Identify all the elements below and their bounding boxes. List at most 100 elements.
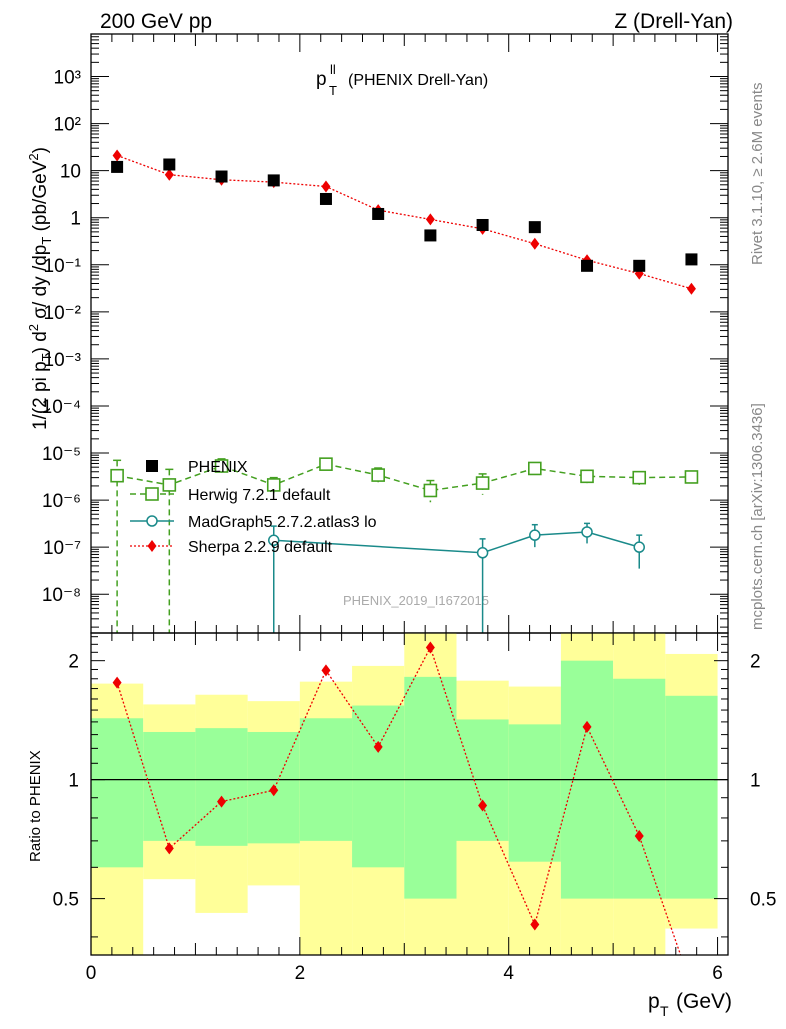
y-tick-label: 10³	[54, 68, 81, 89]
y-tick-label: 10⁻⁶	[42, 491, 81, 512]
phenix-point	[372, 207, 385, 220]
band-inner-bin	[613, 678, 666, 899]
madgraph-point	[581, 526, 593, 538]
herwig-series	[110, 457, 699, 633]
ratio-y-tick-label: 2	[68, 652, 79, 673]
herwig-point	[580, 469, 594, 484]
madgraph-series	[267, 522, 645, 633]
phenix-point	[424, 229, 437, 242]
main-plot-area	[110, 149, 699, 633]
phenix-point	[111, 160, 124, 173]
main-panel: 10⁻⁸ 10⁻⁷ 10⁻⁶ 10⁻⁵ 10⁻⁴ 10⁻³ 10⁻² 10⁻¹ 1 10 10² 10…	[42, 33, 729, 634]
ratio-panel: 0.5 0.5 1 1 2 2 0 2 4 6	[53, 632, 776, 984]
band-inner-bin	[352, 705, 405, 868]
phenix-point	[685, 253, 698, 266]
x-tick-label: 0	[86, 963, 97, 984]
ratio-y-tick-label: 0.5	[53, 890, 79, 911]
x-tick-label: 6	[712, 963, 723, 984]
sherpa-point	[686, 282, 696, 295]
ratio-y-tick-label: 1	[750, 771, 761, 792]
sherpa-ratio-point	[373, 740, 383, 753]
sherpa-ratio-point	[634, 830, 644, 843]
phenix-point	[319, 192, 332, 205]
sherpa-ratio	[112, 641, 682, 955]
band-inner-bin	[195, 728, 248, 846]
phenix-point	[633, 259, 646, 272]
legend-label: Sherpa 2.2.9 default	[188, 539, 333, 556]
x-axis-title-p: p	[648, 990, 660, 1013]
sherpa-ratio-point	[269, 784, 279, 797]
y-tick-label: 1	[70, 209, 81, 230]
legend-herwig-marker	[145, 487, 159, 501]
y-tick-label: 10⁻⁷	[43, 538, 81, 559]
ratio-y-axis-label: Ratio to PHENIX	[27, 750, 44, 862]
x-tick-label: 4	[503, 963, 514, 984]
herwig-point	[475, 476, 490, 490]
observable-title-main: p	[316, 69, 327, 90]
rivet-version-label: Rivet 3.1.10, ≥ 2.6M events	[749, 83, 766, 266]
legend-phenix-marker	[146, 460, 158, 472]
sherpa-point	[321, 180, 331, 193]
band-inner-bin	[91, 718, 144, 868]
herwig-point	[266, 478, 281, 492]
sherpa-ratio-line	[116, 645, 682, 955]
observable-title-sub: T	[329, 83, 337, 98]
band-inner-bin	[143, 731, 196, 841]
band-inner-bin	[665, 695, 718, 899]
x-axis-title-sub: T	[660, 1003, 669, 1019]
y-tick-label: 10⁻⁴	[42, 397, 81, 418]
phenix-point	[215, 170, 228, 183]
phenix-point	[476, 218, 489, 231]
herwig-point	[162, 478, 177, 492]
observable-title: p ll T (PHENIX Drell-Yan)	[316, 62, 488, 98]
herwig-point	[319, 457, 333, 471]
sherpa-ratio-point	[321, 664, 331, 677]
mcplots-label: mcplots.cern.ch [arXiv:1306.3436]	[749, 403, 766, 630]
herwig-point	[423, 483, 438, 498]
observable-title-sup: ll	[330, 62, 336, 77]
phenix-point	[163, 158, 176, 171]
sherpa-ratio-point	[164, 842, 174, 855]
madgraph-point	[267, 534, 280, 547]
sherpa-point	[112, 149, 122, 162]
ratio-y-tick-label: 0.5	[750, 890, 776, 911]
y-tick-label: 10²	[54, 115, 81, 136]
ratio-y-tick-label: 1	[68, 771, 79, 792]
y-tick-label: 10⁻³	[44, 350, 82, 371]
legend-label: Herwig 7.2.1 default	[188, 487, 331, 504]
sherpa-ratio-point	[530, 918, 540, 931]
x-tick-label: 2	[295, 963, 306, 984]
analysis-id-label: PHENIX_2019_I1672015	[343, 593, 489, 608]
herwig-point	[371, 468, 385, 482]
x-axis-title: p T (GeV)	[648, 990, 732, 1019]
phenix-series	[111, 158, 698, 272]
main-y-axis-label: 1/(2 pi pT) d2 σ/ dy /dpT (pb/GeV2)	[26, 147, 54, 430]
legend-sherpa-marker	[147, 540, 157, 552]
legend-label: PHENIX	[188, 459, 248, 476]
herwig-point	[684, 470, 699, 484]
herwig-point	[528, 461, 542, 476]
y-tick-label: 10⁻¹	[44, 256, 82, 277]
sherpa-line	[116, 154, 692, 290]
energy-label: 200 GeV pp	[100, 10, 212, 33]
sherpa-ratio-point	[582, 720, 592, 733]
band-inner-bin	[508, 724, 561, 862]
band-inner-bin	[404, 676, 457, 899]
herwig-point	[214, 459, 229, 473]
observable-title-rest: (PHENIX Drell-Yan)	[348, 72, 488, 89]
madgraph-point	[633, 541, 645, 553]
legend-label: MadGraph5 2.7.2.atlas3 lo	[188, 514, 377, 531]
herwig-point	[632, 470, 647, 485]
sherpa-point	[164, 168, 174, 181]
madgraph-point	[476, 547, 489, 559]
sherpa-ratio-point	[112, 676, 122, 689]
y-tick-label: 10⁻²	[44, 303, 82, 324]
phenix-point	[267, 174, 280, 187]
y-tick-label: 10⁻⁸	[42, 585, 81, 606]
legend-madgraph-marker	[146, 515, 158, 527]
madgraph-point	[529, 529, 541, 541]
y-tick-label: 10	[60, 162, 81, 183]
x-axis-title-unit: (GeV)	[676, 990, 732, 1013]
process-label: Z (Drell-Yan)	[614, 10, 733, 33]
